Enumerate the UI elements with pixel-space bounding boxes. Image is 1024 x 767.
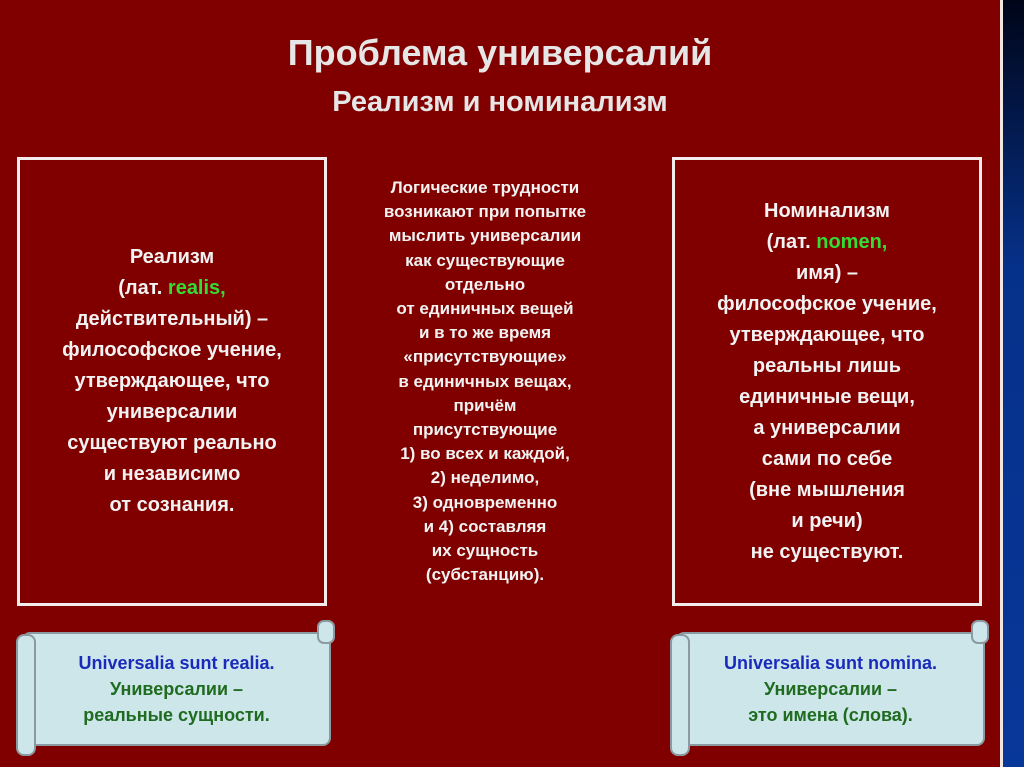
slide-subtitle: Реализм и номинализм	[332, 86, 668, 118]
latin-motto: Universalia sunt nomina.	[723, 653, 938, 673]
text-line: Логические трудности	[390, 178, 580, 197]
motto-translation-1: Универсалии –	[763, 679, 898, 699]
text-line: присутствующие	[412, 420, 558, 440]
text-line: 3) одновременно	[412, 492, 558, 512]
text-line: реальны лишь	[752, 354, 902, 377]
realism-scroll: Universalia sunt realia. Универсалии – р…	[16, 620, 335, 756]
lat-prefix: (лат.	[766, 230, 817, 253]
latin-term: realis,	[167, 277, 226, 299]
text-line: и в то же время	[418, 323, 552, 343]
text-line: их сущность	[431, 541, 539, 561]
text-line: имя) –	[795, 261, 859, 284]
text-line: философское учение,	[62, 339, 282, 361]
text-line: и 4) составляя	[423, 516, 547, 536]
text-line: (субстанцию).	[425, 565, 545, 585]
text-line: и независимо	[103, 463, 241, 485]
text-line: (вне мышления	[749, 478, 905, 501]
motto-translation-2: это имена (слова).	[748, 705, 913, 725]
text-line: мыслить универсалии	[388, 226, 582, 246]
text-line: действительный) –	[75, 308, 269, 330]
text-line: философское учение,	[717, 292, 937, 315]
nominalism-latin: (лат. nomen,	[767, 227, 888, 258]
nominalism-heading: Номинализм	[764, 199, 890, 222]
text-line: сами по себе	[761, 447, 893, 470]
text-line: от сознания.	[109, 494, 235, 516]
nominalism-box: Номинализм (лат. nomen, имя) – философско…	[672, 157, 982, 606]
side-strip	[1003, 0, 1024, 767]
text-line: не существуют.	[750, 540, 904, 563]
highlight-present: «присутствующие»	[403, 347, 567, 367]
lat-prefix: (лат.	[118, 277, 168, 299]
text-line: в единичных вещах,	[398, 371, 572, 391]
text-line: 1) во всех и каждой,	[400, 444, 570, 464]
slide-title: Проблема универсалий	[287, 32, 713, 73]
middle-text: Логические трудности возникают при попытк…	[340, 176, 630, 587]
text-line: универсалии	[106, 401, 238, 423]
text-line: единичные вещи,	[739, 385, 915, 408]
realism-box: Реализм (лат. realis, действительный) – ф…	[17, 157, 327, 606]
text-line: а универсалии	[753, 416, 901, 439]
realism-text: действительный) – философское учение, утве…	[62, 304, 282, 521]
text-line: и речи)	[791, 509, 863, 532]
text-line: утверждающее, что	[729, 323, 925, 346]
highlight-separately: отдельно	[444, 274, 526, 294]
text-line: как существующие	[405, 250, 565, 270]
slide: Проблема универсалий Реализм и номинализ…	[16, 0, 1003, 767]
motto-translation-2: реальные сущности.	[83, 705, 270, 725]
latin-term: nomen,	[816, 230, 888, 253]
nominalism-scroll: Universalia sunt nomina. Универсалии – э…	[670, 620, 989, 756]
text-line: возникают при попытке	[383, 202, 587, 222]
motto-translation-1: Универсалии –	[109, 679, 244, 699]
realism-latin: (лат. realis,	[118, 273, 225, 304]
text-line: от единичных вещей	[396, 299, 574, 319]
latin-motto: Universalia sunt realia.	[78, 653, 275, 673]
realism-heading: Реализм	[129, 246, 215, 268]
text-line: существуют реально	[67, 432, 277, 454]
text-line: причём	[453, 395, 517, 415]
nominalism-text: имя) – философское учение, утверждающее, ч…	[717, 258, 937, 568]
text-line: утверждающее, что	[74, 370, 270, 392]
text-line: 2) неделимо,	[430, 468, 540, 488]
